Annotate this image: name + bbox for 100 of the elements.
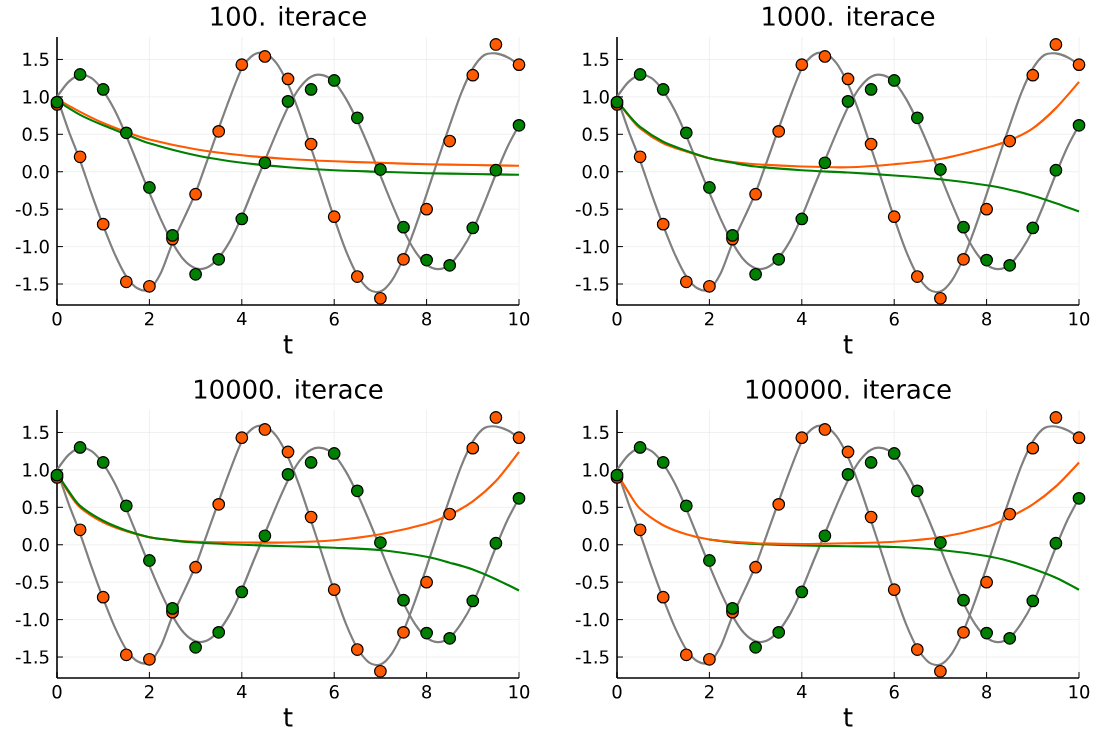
point [420,626,433,640]
point [910,643,924,656]
point [1049,163,1063,177]
point [489,536,503,550]
y-tick-label: -1.0 [15,239,49,254]
point [350,270,364,283]
x-tick-label: 4 [796,685,807,699]
x-tick-label: 0 [612,312,622,326]
point [189,267,202,281]
y-tick-label: 0.5 [582,500,609,515]
x-axis-title: t [843,335,853,354]
point [679,126,693,140]
y-tick-label: -1.0 [15,612,49,627]
x-tick-label: 4 [236,685,247,699]
point [1049,536,1063,550]
x-tick-label: 10 [1069,685,1090,699]
point [119,499,133,513]
point [212,124,226,138]
point [119,126,133,140]
point [512,491,526,505]
point [512,118,526,132]
point [143,279,156,293]
point [327,583,341,597]
x-tick-label: 8 [422,685,432,699]
x-tick-label: 6 [889,685,899,699]
point [957,625,970,639]
point [703,652,716,666]
point [489,38,503,51]
point [304,456,318,469]
y-tick-label: 0.0 [22,164,49,179]
point [397,252,410,266]
point [703,554,716,567]
point [374,163,387,176]
point [864,83,878,96]
point [1003,258,1017,272]
x-axis-title: t [283,335,293,354]
point [258,50,272,63]
point [374,291,387,305]
chart-title: 100. iterace [211,5,366,26]
point [281,445,295,459]
point [212,625,226,639]
x-tick-label: 10 [1069,312,1090,326]
y-tick-label: 0.5 [22,127,49,142]
point [1049,411,1063,424]
point [96,590,110,604]
x-tick-label: 10 [509,685,530,699]
point [304,510,318,524]
point [795,585,809,599]
point [656,217,670,231]
y-tick-label: -1.0 [575,612,609,627]
x-tick-label: 2 [705,685,714,699]
point [327,74,341,87]
point [957,593,970,607]
point [633,523,647,537]
point [980,626,993,640]
point [73,68,87,81]
x-axis-title: t [283,708,293,727]
point [189,560,202,574]
point [466,221,480,235]
point [350,484,364,498]
point [633,441,647,454]
point [327,447,341,460]
y-tick-label: 0.0 [582,537,609,552]
point [795,58,809,72]
x-axis-title: t [843,708,853,727]
y-tick-label: -1.5 [15,277,49,291]
point [281,72,295,86]
x-tick-label: 8 [982,685,992,699]
point [633,150,647,164]
point [1026,594,1040,608]
point [281,94,295,108]
x-tick-label: 4 [236,312,247,326]
point [957,252,970,266]
point [489,411,503,424]
point [235,58,249,72]
point [350,643,364,656]
point [772,625,786,639]
y-tick-label: -1.5 [15,650,49,664]
x-tick-label: 0 [52,312,62,326]
y-tick-label: 1.0 [23,463,49,477]
point [443,134,457,148]
point [980,575,993,589]
point [350,111,364,125]
point [96,456,110,469]
point [841,72,855,86]
x-tick-label: 8 [982,312,992,326]
point [443,258,457,272]
point [818,50,832,63]
point [374,664,387,678]
point [443,631,457,645]
y-tick-label: -0.5 [575,202,609,216]
point [512,431,526,445]
point [489,163,503,177]
y-tick-label: 0.5 [582,127,609,142]
point [818,529,832,543]
point [466,68,480,82]
x-tick-label: 2 [705,312,714,326]
point [143,652,156,666]
point [166,228,179,242]
chart-title: 10000. iterace [195,378,383,399]
